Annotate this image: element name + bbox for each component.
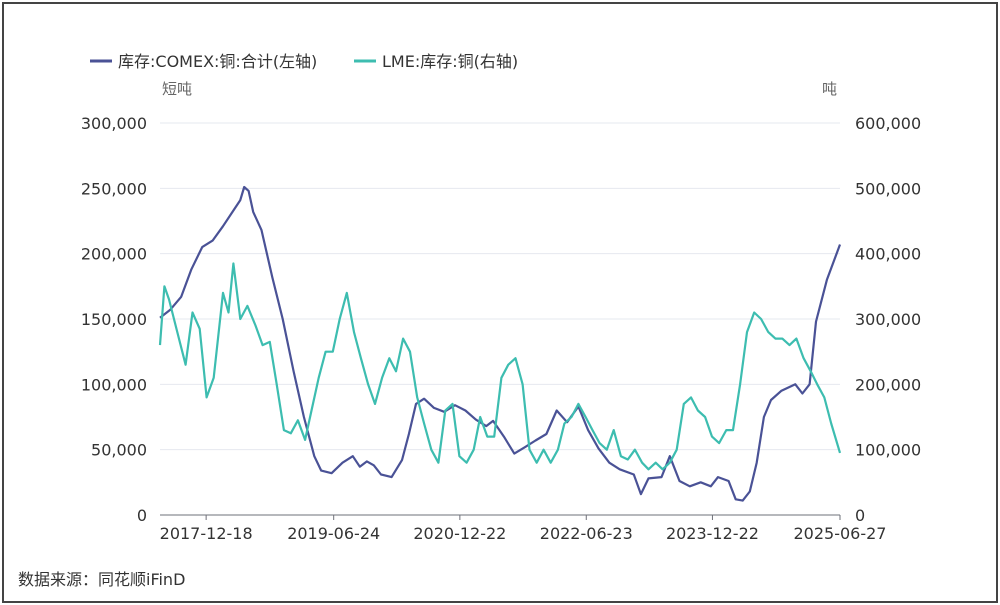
right-tick-label: 100,000 [855, 441, 921, 460]
legend-label-comex: 库存:COMEX:铜:合计(左轴) [118, 52, 317, 71]
x-tick-label: 2023-12-22 [666, 524, 759, 543]
x-axis-ticks: 2017-12-18 2019-06-24 2020-12-22 2022-06-23… [160, 515, 887, 543]
right-tick-label: 0 [855, 506, 865, 525]
data-source-note: 数据来源：同花顺iFinD [18, 570, 186, 589]
left-tick-label: 50,000 [91, 441, 147, 460]
x-tick-label: 2020-12-22 [413, 524, 506, 543]
right-axis-ticks: 0 100,000 200,000 300,000 400,000 500,000 600,… [855, 114, 921, 525]
series-line-lme [158, 262, 842, 471]
x-tick-label: 2019-06-24 [287, 524, 380, 543]
right-tick-label: 300,000 [855, 310, 921, 329]
x-tick-label: 2022-06-23 [540, 524, 633, 543]
left-tick-label: 250,000 [81, 179, 147, 198]
left-axis-unit: 短吨 [162, 80, 192, 98]
left-tick-label: 300,000 [81, 114, 147, 133]
left-tick-label: 200,000 [81, 245, 147, 264]
legend-item-comex[interactable]: 库存:COMEX:铜:合计(左轴) [90, 52, 317, 71]
left-tick-label: 100,000 [81, 375, 147, 394]
right-axis-unit: 吨 [822, 80, 837, 98]
grid-lines [160, 122, 840, 451]
series-layer [158, 185, 842, 502]
legend: 库存:COMEX:铜:合计(左轴) LME:库存:铜(右轴) [90, 52, 518, 71]
left-tick-label: 150,000 [81, 310, 147, 329]
right-tick-label: 600,000 [855, 114, 921, 133]
legend-label-lme: LME:库存:铜(右轴) [382, 52, 518, 71]
right-tick-label: 400,000 [855, 245, 921, 264]
legend-item-lme[interactable]: LME:库存:铜(右轴) [354, 52, 518, 71]
left-axis-ticks: 0 50,000 100,000 150,000 200,000 250,000 300,0… [81, 114, 147, 525]
series-line-comex [159, 185, 842, 502]
x-tick-label: 2025-06-27 [794, 524, 887, 543]
left-tick-label: 0 [137, 506, 147, 525]
right-tick-label: 200,000 [855, 375, 921, 394]
right-tick-label: 500,000 [855, 179, 921, 198]
x-tick-label: 2017-12-18 [160, 524, 253, 543]
